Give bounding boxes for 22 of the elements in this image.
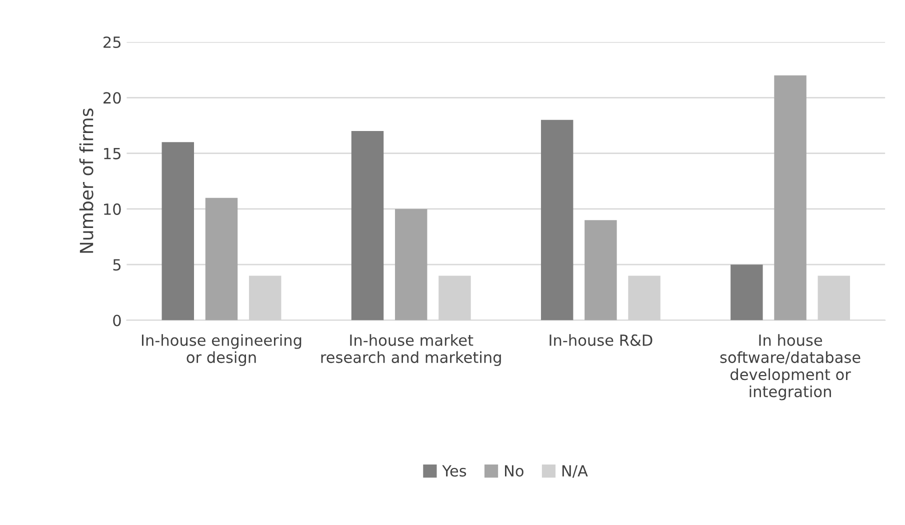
bar — [162, 142, 194, 320]
bar — [540, 120, 574, 320]
x-tick-label: In-house engineering or design — [142, 334, 302, 366]
x-tick-label: In house software/database development or integration — [720, 334, 860, 400]
bar — [730, 264, 763, 320]
bar — [205, 198, 238, 320]
y-axis-title: Number of firms — [79, 108, 94, 253]
x-tick-label: In-house market research and marketing — [321, 334, 501, 366]
legend-label: Yes — [442, 465, 466, 477]
y-tick-label: 0 — [113, 314, 121, 326]
legend-label: No — [504, 465, 524, 477]
y-tick-label: 25 — [104, 36, 121, 48]
bar — [774, 75, 806, 320]
y-tick-label: 20 — [104, 92, 121, 104]
x-tick-label: In-house R&D — [550, 334, 652, 346]
bar — [351, 131, 384, 320]
legend-label: N/A — [562, 465, 588, 478]
y-tick-label: 5 — [113, 259, 121, 271]
bar — [394, 208, 428, 320]
y-tick-label: 15 — [104, 148, 121, 160]
y-tick-label: 10 — [104, 203, 121, 215]
bar — [584, 220, 617, 320]
